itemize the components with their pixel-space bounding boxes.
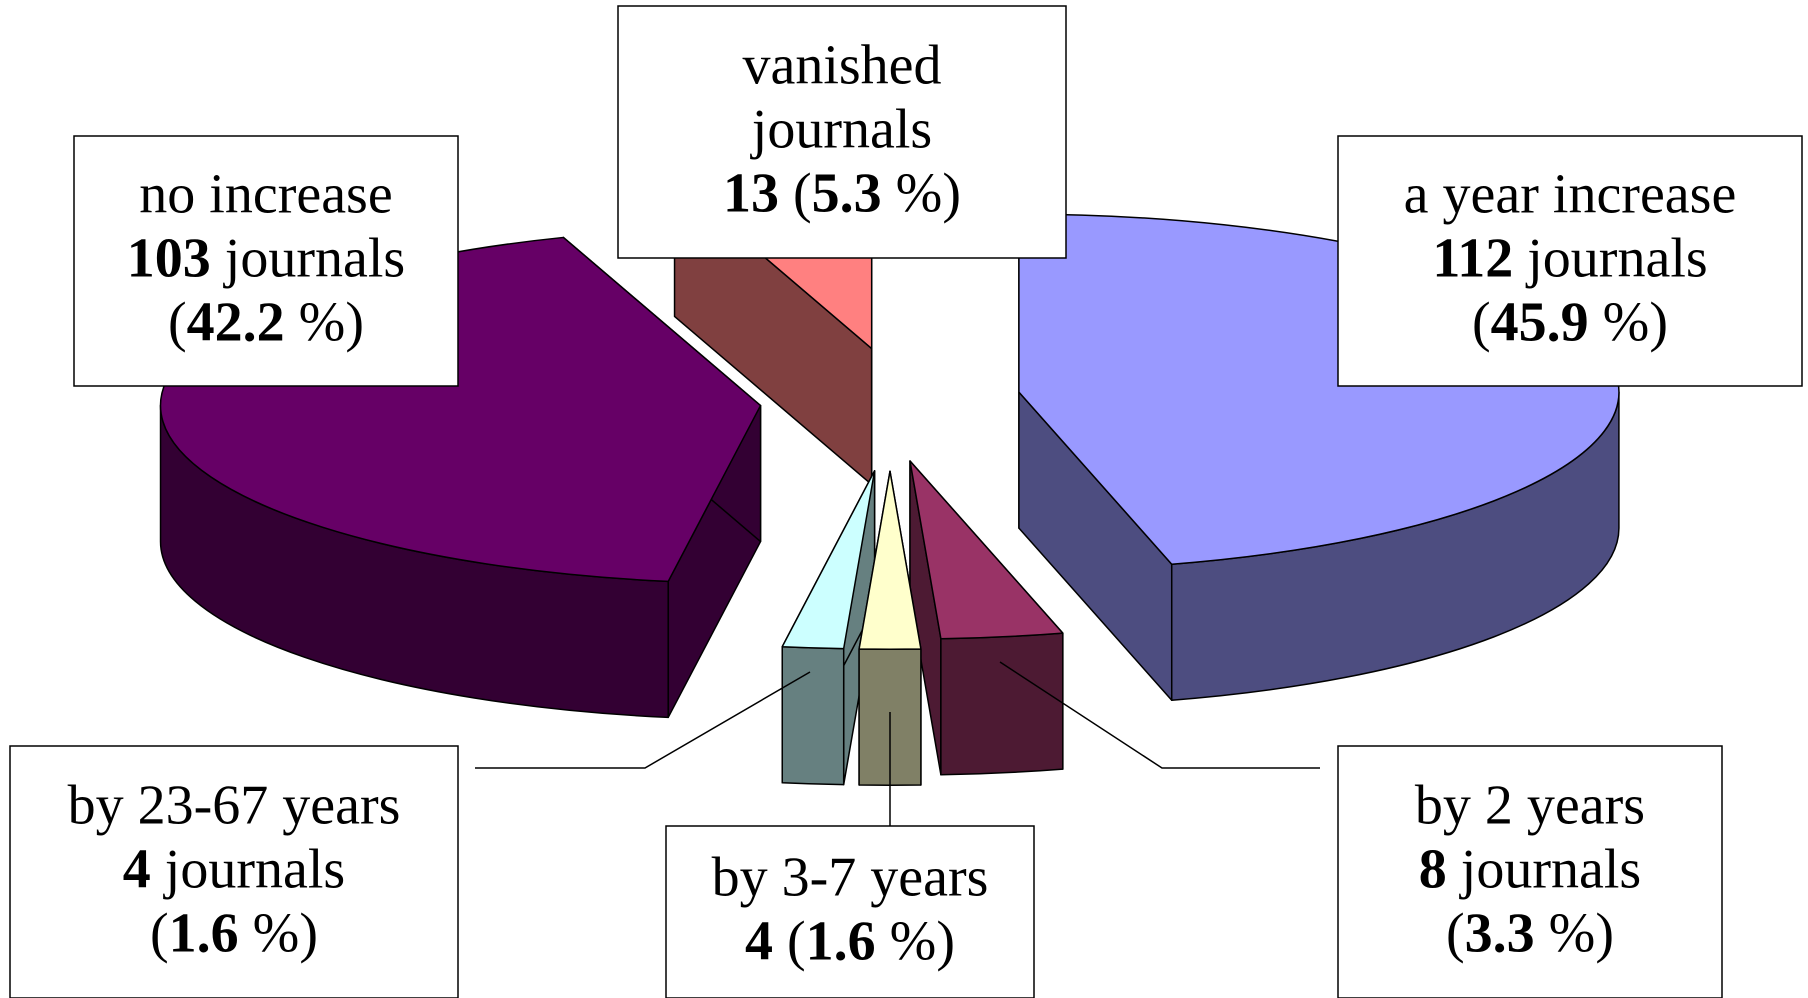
label-value: (1.6 %) (150, 903, 318, 965)
label-title: by 2 years (1415, 775, 1645, 837)
label-box (73, 135, 459, 387)
leader-line (999, 661, 1320, 769)
slice-outer-wall (940, 632, 1064, 776)
label-value: 103 journals (127, 228, 405, 290)
slice-top-face (858, 470, 922, 650)
slice-top-face (909, 460, 1064, 640)
leader-line (475, 671, 811, 769)
label-value: journals (750, 99, 932, 161)
slice-by_23_67_years (781, 470, 876, 786)
label-value: 4 (1.6 %) (745, 911, 955, 973)
slice-by_3_7_years (858, 470, 922, 786)
label-box (665, 825, 1035, 998)
label-value: (42.2 %) (168, 292, 364, 354)
label-value: (45.9 %) (1472, 292, 1668, 354)
label-value: 4 journals (123, 839, 345, 901)
label-value: 13 (5.3 %) (723, 163, 961, 225)
slice-by_2_years (909, 460, 1064, 776)
label-title: by 3-7 years (712, 847, 989, 909)
leader-lines (475, 661, 1320, 826)
label-box (617, 5, 1067, 259)
slice-top-face (781, 470, 876, 650)
label-box (1337, 745, 1723, 998)
label-title: no increase (139, 164, 392, 226)
label-box (9, 745, 459, 998)
label-value: (3.3 %) (1446, 903, 1614, 965)
label-title: a year increase (1404, 164, 1737, 226)
label-value: 8 journals (1419, 839, 1641, 901)
label-title: by 23-67 years (68, 775, 401, 837)
slice-outer-wall (781, 645, 845, 786)
label-title: vanished (742, 35, 941, 97)
label-box (1337, 135, 1803, 387)
label-value: 112 journals (1432, 228, 1707, 290)
